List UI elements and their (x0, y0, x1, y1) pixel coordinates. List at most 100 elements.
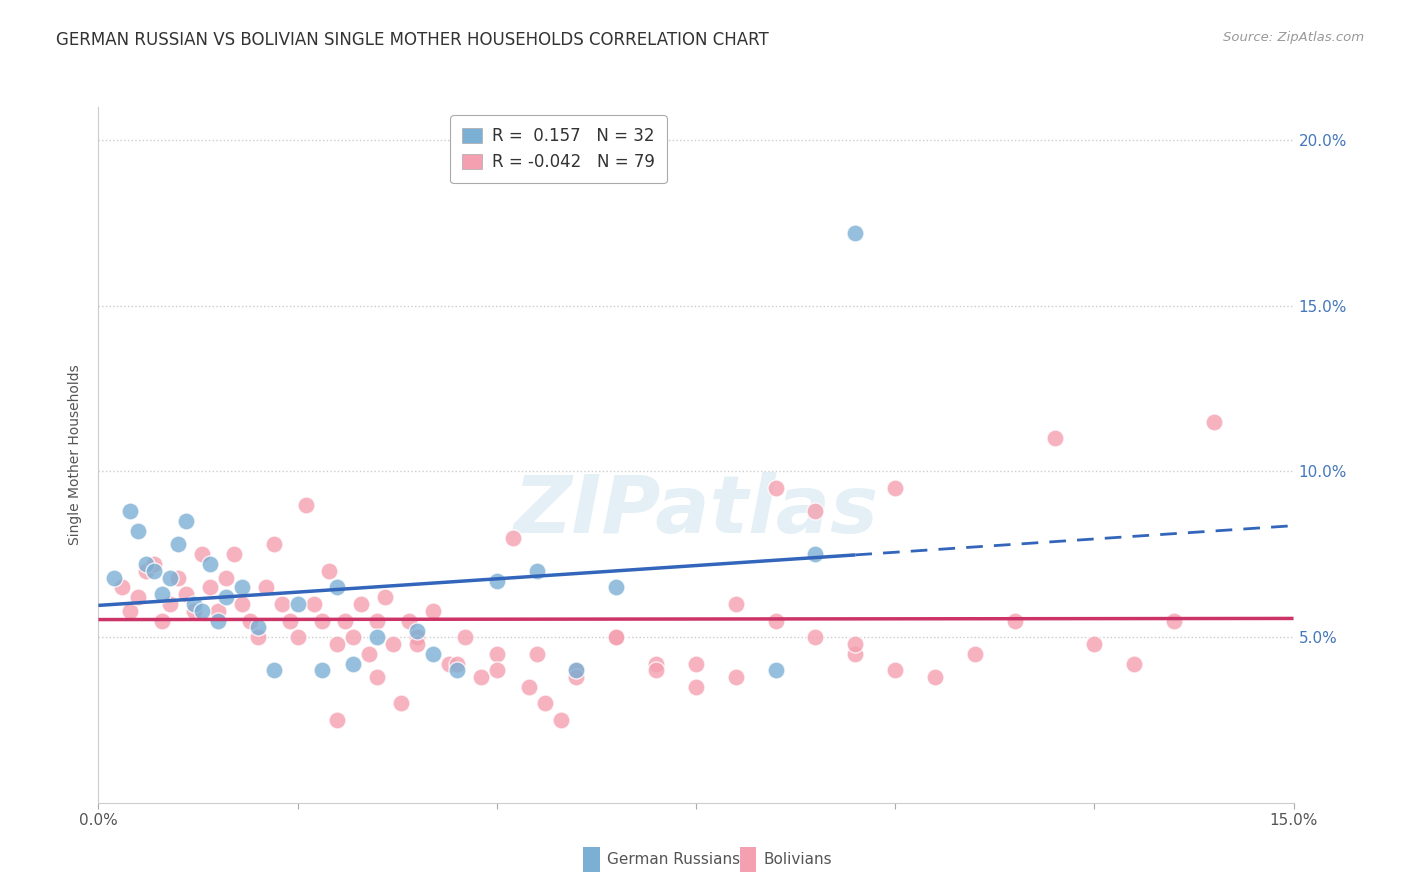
Point (1043, 431, 1066, 445)
Point (485, 574, 508, 588)
Point (311, 614, 333, 628)
Point (765, 481, 787, 495)
Point (246, 620, 269, 634)
Point (382, 637, 405, 651)
Point (246, 630, 269, 644)
Point (191, 604, 214, 618)
Point (127, 524, 149, 538)
Point (454, 630, 477, 644)
Point (605, 581, 627, 595)
Point (685, 657, 707, 671)
Point (215, 591, 238, 605)
Point (174, 514, 197, 528)
Point (446, 663, 468, 677)
Point (526, 647, 548, 661)
Point (159, 597, 181, 611)
Point (174, 587, 197, 601)
Point (342, 630, 364, 644)
Point (311, 663, 333, 677)
Point (287, 597, 309, 611)
Text: Bolivians: Bolivians (763, 853, 832, 867)
Point (215, 570, 238, 584)
Point (550, 713, 572, 727)
Point (526, 564, 548, 578)
Point (765, 614, 787, 628)
Point (326, 713, 349, 727)
Point (724, 670, 747, 684)
Point (485, 663, 508, 677)
Point (437, 657, 460, 671)
Point (231, 581, 253, 595)
Y-axis label: Single Mother Households: Single Mother Households (69, 365, 83, 545)
Point (342, 657, 364, 671)
Point (804, 630, 827, 644)
Point (167, 570, 190, 584)
Point (844, 226, 866, 240)
Point (302, 597, 325, 611)
Point (685, 680, 707, 694)
Point (924, 670, 946, 684)
Point (470, 670, 492, 684)
Point (765, 663, 787, 677)
Point (502, 531, 524, 545)
Text: GERMAN RUSSIAN VS BOLIVIAN SINGLE MOTHER HOUSEHOLDS CORRELATION CHART: GERMAN RUSSIAN VS BOLIVIAN SINGLE MOTHER… (56, 31, 769, 49)
Point (254, 581, 277, 595)
Point (517, 680, 540, 694)
Point (884, 663, 907, 677)
Point (605, 630, 627, 644)
Point (143, 558, 166, 572)
Point (565, 663, 588, 677)
Point (120, 504, 142, 518)
Point (135, 558, 157, 572)
Point (565, 663, 588, 677)
Point (231, 597, 253, 611)
Point (422, 647, 444, 661)
Point (191, 547, 214, 561)
Point (422, 604, 444, 618)
Point (198, 581, 221, 595)
Point (884, 481, 907, 495)
Point (135, 564, 157, 578)
Point (804, 504, 827, 518)
Point (150, 587, 173, 601)
Point (724, 597, 747, 611)
Point (398, 614, 420, 628)
Text: German Russians: German Russians (606, 853, 740, 867)
Point (446, 657, 468, 671)
Point (111, 581, 134, 595)
Point (645, 663, 668, 677)
Point (1202, 415, 1225, 429)
Point (350, 597, 373, 611)
Point (159, 570, 181, 584)
Point (143, 564, 166, 578)
Point (326, 637, 349, 651)
Point (198, 558, 221, 572)
Text: Source: ZipAtlas.com: Source: ZipAtlas.com (1223, 31, 1364, 45)
Point (389, 697, 412, 711)
Point (263, 537, 285, 551)
Point (222, 547, 245, 561)
Point (406, 630, 429, 644)
Point (533, 697, 555, 711)
Point (207, 614, 229, 628)
Point (294, 498, 316, 512)
Point (318, 564, 340, 578)
Point (406, 624, 429, 638)
Point (150, 614, 173, 628)
Point (167, 537, 190, 551)
Point (127, 591, 149, 605)
Point (366, 670, 388, 684)
Point (645, 657, 668, 671)
Point (844, 647, 866, 661)
Point (359, 647, 381, 661)
Point (485, 647, 508, 661)
Point (366, 630, 388, 644)
Point (605, 630, 627, 644)
Point (1163, 614, 1185, 628)
Point (1123, 657, 1146, 671)
Point (374, 591, 396, 605)
Point (1083, 637, 1105, 651)
Point (239, 614, 262, 628)
Point (120, 604, 142, 618)
Text: ZIPatlas: ZIPatlas (513, 472, 879, 549)
